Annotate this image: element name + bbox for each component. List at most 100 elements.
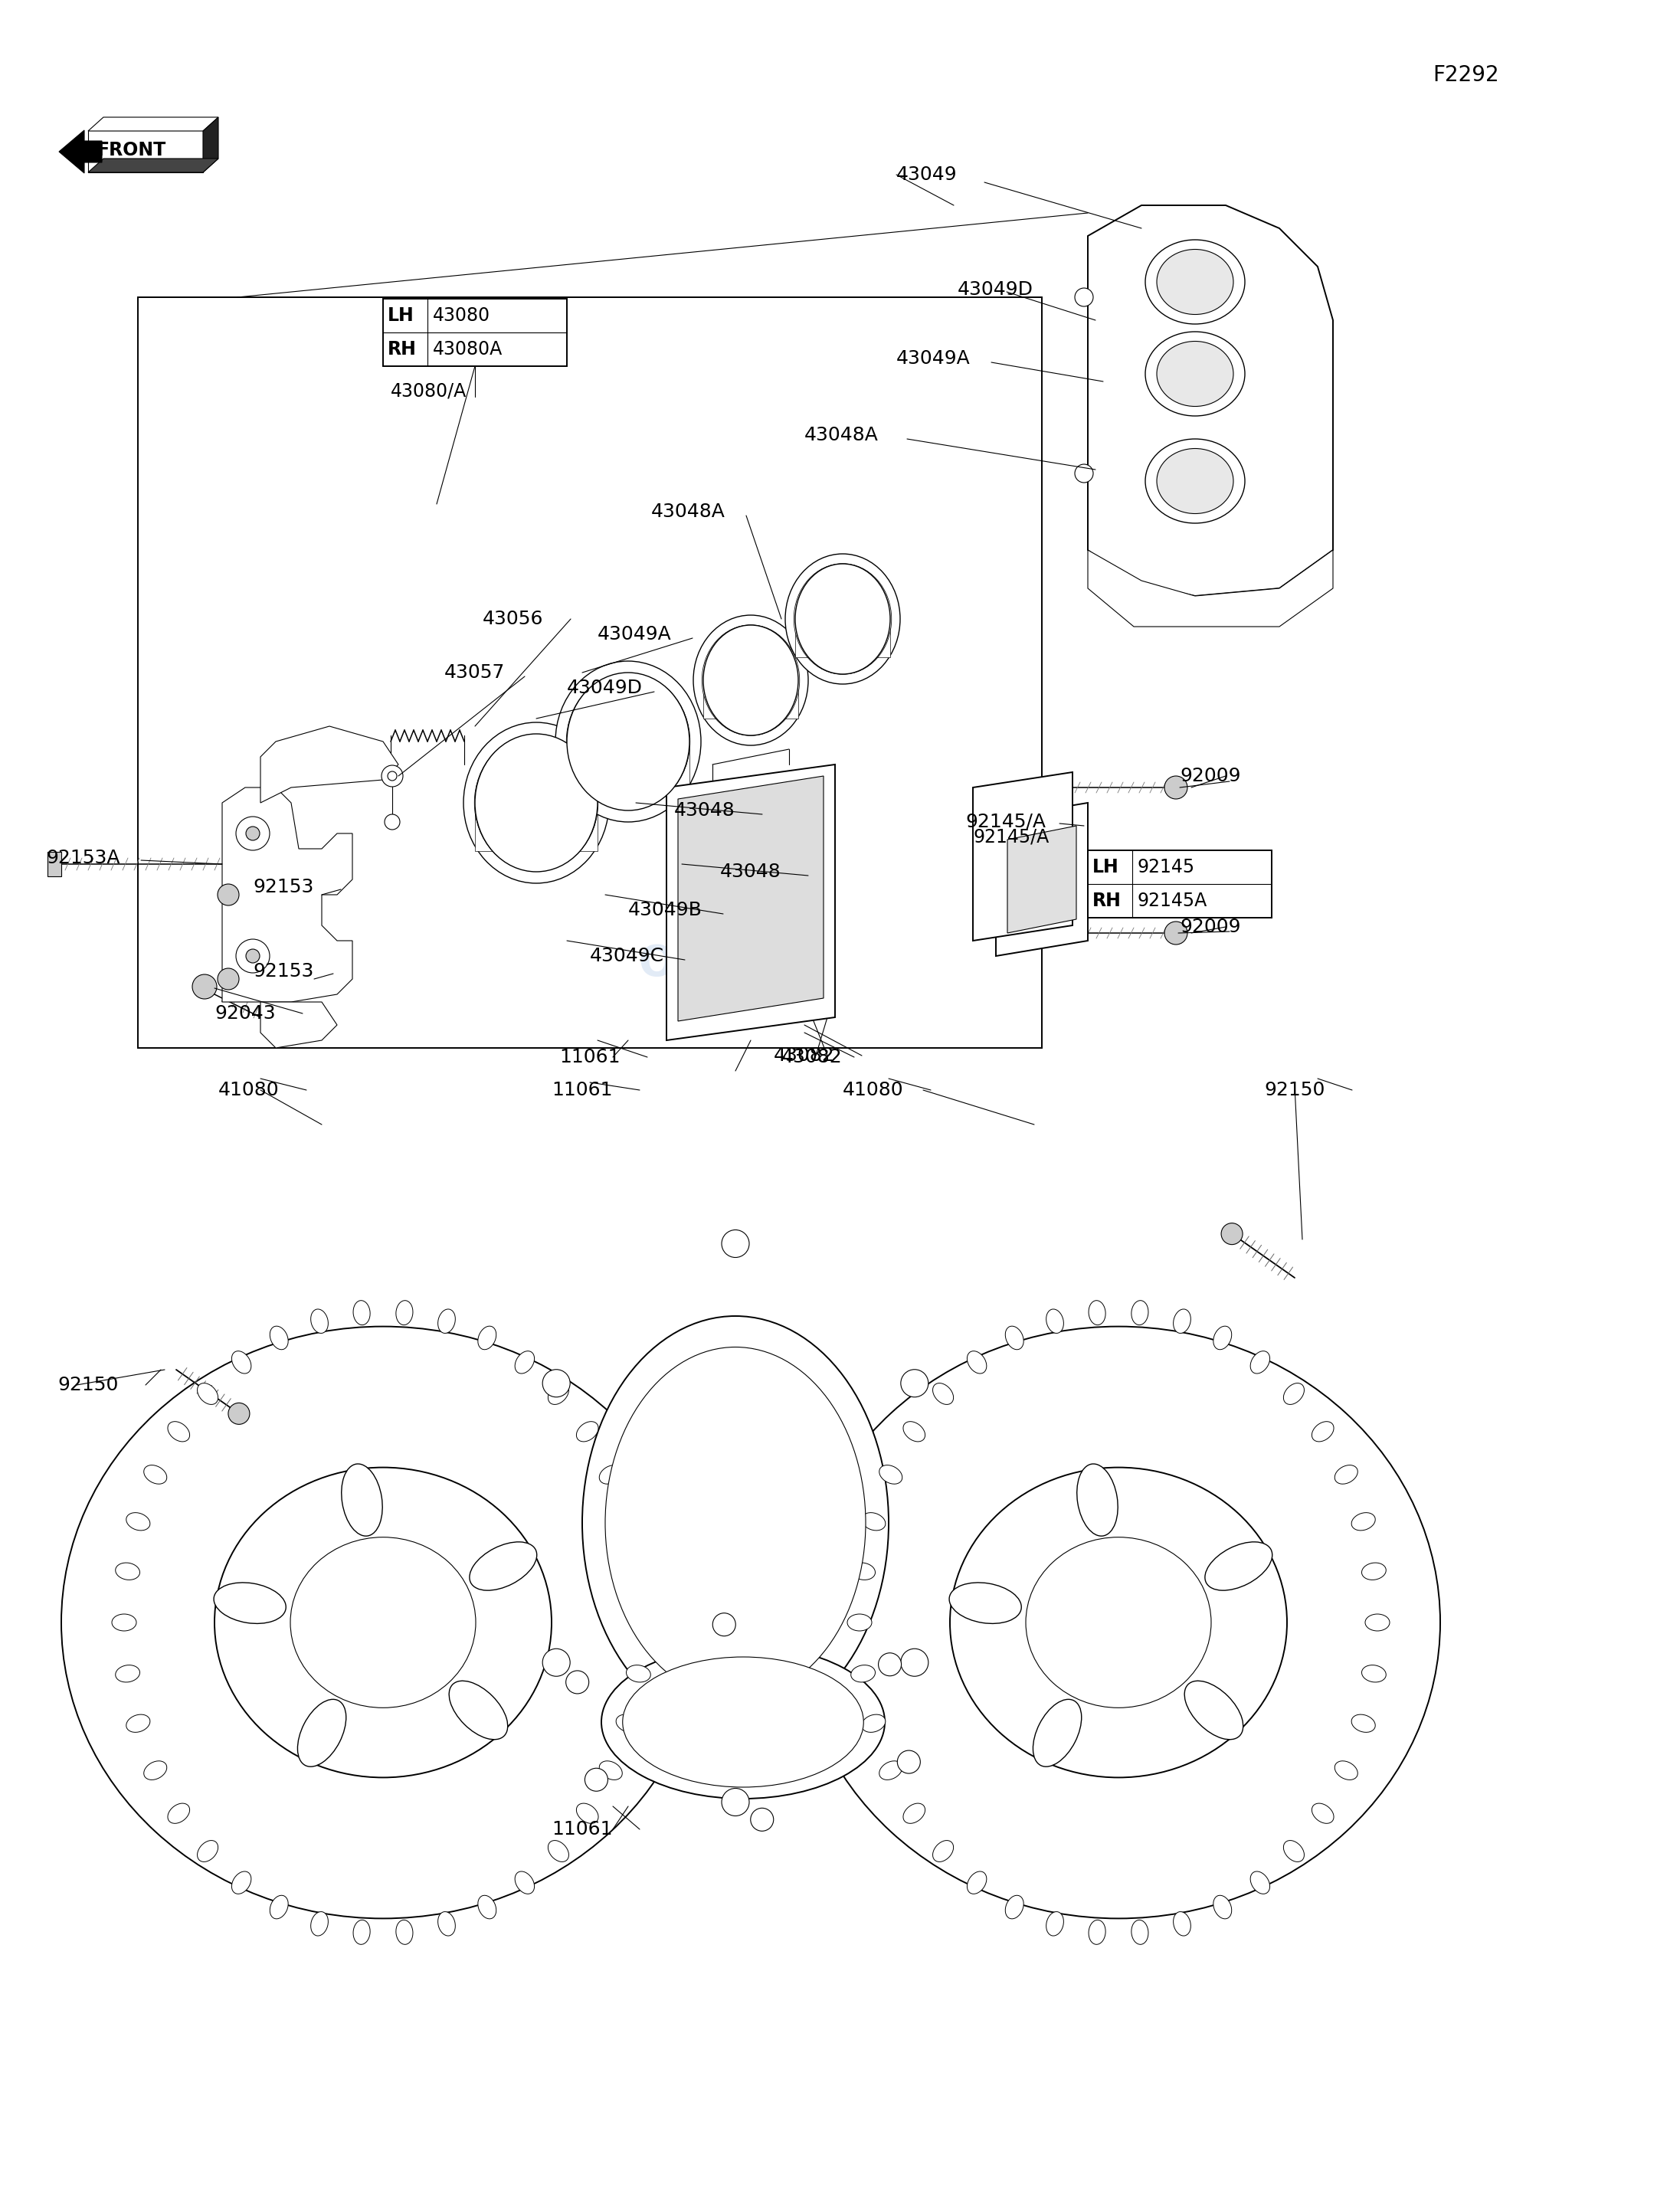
Ellipse shape xyxy=(1131,1301,1149,1325)
Circle shape xyxy=(543,1369,570,1397)
Ellipse shape xyxy=(1047,1911,1063,1936)
Text: 92145: 92145 xyxy=(1137,859,1194,877)
Ellipse shape xyxy=(968,1351,986,1373)
Ellipse shape xyxy=(1334,1762,1357,1780)
Ellipse shape xyxy=(1213,1327,1231,1349)
Text: 43080A: 43080A xyxy=(433,341,502,358)
Text: 43048: 43048 xyxy=(674,802,736,819)
Text: 43080/A: 43080/A xyxy=(391,382,467,400)
Bar xyxy=(87,130,203,171)
Ellipse shape xyxy=(623,1657,864,1786)
Bar xyxy=(138,297,1042,1048)
Ellipse shape xyxy=(548,1384,570,1404)
Ellipse shape xyxy=(168,1804,190,1824)
Ellipse shape xyxy=(1033,1698,1082,1766)
Text: 92153: 92153 xyxy=(252,879,314,896)
Text: 11061: 11061 xyxy=(551,1819,613,1839)
Ellipse shape xyxy=(1312,1804,1334,1824)
Ellipse shape xyxy=(1213,1896,1231,1918)
Ellipse shape xyxy=(968,1872,986,1894)
Text: 43057: 43057 xyxy=(444,663,506,681)
Text: RH: RH xyxy=(388,341,417,358)
Ellipse shape xyxy=(1158,448,1233,514)
Ellipse shape xyxy=(464,723,610,883)
Bar xyxy=(704,685,798,718)
Ellipse shape xyxy=(1250,1872,1270,1894)
Ellipse shape xyxy=(583,1316,889,1729)
Ellipse shape xyxy=(311,1309,328,1334)
Ellipse shape xyxy=(516,1351,534,1373)
Ellipse shape xyxy=(311,1911,328,1936)
Ellipse shape xyxy=(601,1646,885,1799)
Ellipse shape xyxy=(144,1465,166,1483)
Ellipse shape xyxy=(617,1714,640,1731)
Ellipse shape xyxy=(353,1920,370,1944)
Ellipse shape xyxy=(932,1841,954,1861)
Ellipse shape xyxy=(1284,1841,1304,1861)
Polygon shape xyxy=(1089,204,1332,595)
Ellipse shape xyxy=(197,1841,218,1861)
Circle shape xyxy=(1164,921,1188,945)
Ellipse shape xyxy=(516,1872,534,1894)
Ellipse shape xyxy=(879,1762,902,1780)
Circle shape xyxy=(879,1652,902,1676)
Text: 92150: 92150 xyxy=(57,1375,118,1395)
Ellipse shape xyxy=(862,1714,885,1731)
Ellipse shape xyxy=(396,1920,413,1944)
Ellipse shape xyxy=(904,1421,926,1441)
Ellipse shape xyxy=(1089,1301,1105,1325)
Ellipse shape xyxy=(795,565,892,674)
Text: 41080: 41080 xyxy=(218,1081,279,1098)
Ellipse shape xyxy=(850,1562,875,1580)
Text: ORparts: ORparts xyxy=(638,943,833,984)
Ellipse shape xyxy=(1131,1920,1149,1944)
Ellipse shape xyxy=(469,1542,538,1591)
Circle shape xyxy=(566,1670,590,1694)
Circle shape xyxy=(722,1230,749,1257)
Polygon shape xyxy=(222,787,353,1002)
Text: 43056: 43056 xyxy=(482,611,544,628)
Polygon shape xyxy=(1008,826,1077,934)
Ellipse shape xyxy=(215,1468,551,1777)
Ellipse shape xyxy=(113,1615,136,1630)
Ellipse shape xyxy=(297,1698,346,1766)
Text: 43049B: 43049B xyxy=(628,901,702,918)
Ellipse shape xyxy=(600,1762,622,1780)
Polygon shape xyxy=(1089,549,1332,626)
Ellipse shape xyxy=(1047,1309,1063,1334)
Ellipse shape xyxy=(270,1896,289,1918)
Ellipse shape xyxy=(270,1327,289,1349)
Text: 43080: 43080 xyxy=(433,305,491,325)
Text: MOT: MOT xyxy=(662,881,810,938)
Circle shape xyxy=(722,1788,749,1817)
Ellipse shape xyxy=(1005,1327,1023,1349)
Ellipse shape xyxy=(477,1896,496,1918)
Ellipse shape xyxy=(449,1681,507,1740)
Circle shape xyxy=(218,883,239,905)
Ellipse shape xyxy=(60,1327,706,1918)
Ellipse shape xyxy=(291,1538,475,1707)
Ellipse shape xyxy=(1250,1351,1270,1373)
Ellipse shape xyxy=(556,661,701,822)
Ellipse shape xyxy=(1146,239,1245,323)
Circle shape xyxy=(385,815,400,830)
Ellipse shape xyxy=(341,1463,383,1536)
Ellipse shape xyxy=(232,1351,250,1373)
Ellipse shape xyxy=(126,1514,150,1531)
Bar xyxy=(383,299,566,367)
Text: FRONT: FRONT xyxy=(97,141,166,160)
Text: 41080: 41080 xyxy=(843,1081,904,1098)
Ellipse shape xyxy=(228,1404,250,1424)
Text: 92153: 92153 xyxy=(252,962,314,980)
Ellipse shape xyxy=(1077,1463,1117,1536)
Ellipse shape xyxy=(795,565,890,674)
Polygon shape xyxy=(87,158,218,171)
Polygon shape xyxy=(996,802,1089,956)
Text: 11061: 11061 xyxy=(559,1048,620,1066)
Bar xyxy=(795,624,890,657)
Text: 92150: 92150 xyxy=(1263,1081,1326,1098)
Ellipse shape xyxy=(144,1762,166,1780)
Text: 92145A: 92145A xyxy=(1137,892,1208,910)
Circle shape xyxy=(235,817,270,850)
Text: 43049A: 43049A xyxy=(598,626,672,644)
